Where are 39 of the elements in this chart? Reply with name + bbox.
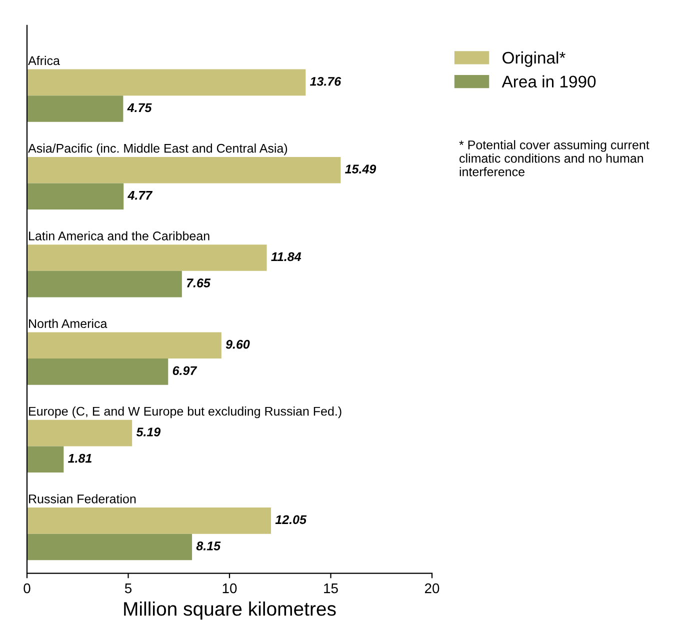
y-tick-label: Russian Federation (29, 494, 136, 504)
bar (27, 244, 267, 271)
bar (27, 358, 168, 385)
data-label: 6.97 (172, 366, 198, 376)
legend-label: Area in 1990 (502, 75, 596, 88)
data-label: 9.60 (226, 340, 250, 349)
legend-label: Original* (502, 51, 566, 67)
x-tick-label: 20 (424, 583, 440, 594)
x-tick-label: 15 (324, 584, 338, 594)
x-tick-label: 10 (222, 583, 237, 594)
x-tick-label: 5 (124, 584, 132, 594)
y-tick-label: Africa (28, 56, 60, 66)
bar (27, 508, 272, 534)
x-axis-title: Million square kilometres (124, 602, 336, 620)
bar (27, 69, 306, 96)
y-tick-label: Latin America and the Caribbean (29, 231, 210, 240)
bar (27, 183, 124, 210)
bar (27, 446, 64, 472)
bar (27, 270, 182, 298)
bar (27, 534, 192, 560)
text: * Potential cover assuming current climatic conditions and no human interference (459, 140, 650, 176)
data-label: 8.15 (196, 542, 221, 550)
data-label: 13.76 (310, 76, 342, 86)
bar (27, 332, 222, 359)
data-label: 4.77 (128, 191, 153, 200)
data-label: 11.84 (271, 252, 302, 262)
x-tick-label: 0 (24, 583, 30, 594)
bar (27, 96, 124, 122)
y-tick-label: Asia/Pacific (inc. Middle East and Central Asia) (28, 144, 288, 156)
y-tick-label: North America (29, 318, 108, 328)
bar (27, 156, 341, 184)
bar (27, 420, 132, 446)
data-label: 4.75 (127, 103, 152, 112)
data-label: 15.49 (345, 164, 376, 174)
data-label: 7.65 (186, 278, 211, 288)
data-label: 5.19 (136, 428, 161, 436)
y-tick-label: Europe (C, E and W Europe but excluding Russian Fed.) (29, 406, 342, 418)
data-label: 1.81 (68, 454, 92, 463)
data-label: 12.05 (275, 515, 307, 524)
